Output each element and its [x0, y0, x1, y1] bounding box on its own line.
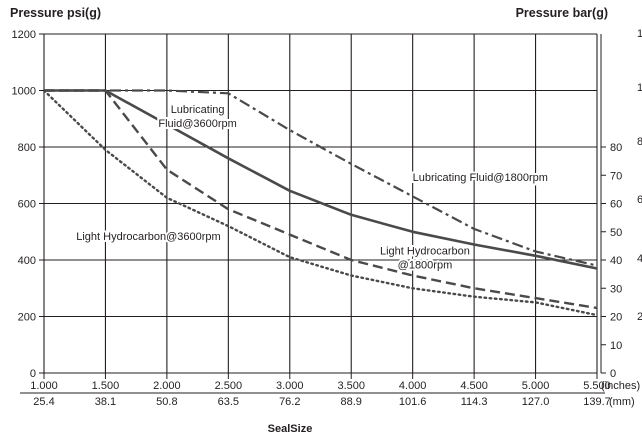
y-far-right-tick-label: 2 — [637, 311, 642, 323]
series-annotation: Light Hydrocarbon@3600rpm — [76, 231, 220, 243]
series-annotation: Light Hydrocarbon — [380, 245, 470, 257]
series-line-solid — [44, 89, 598, 270]
x-tick-label-mm: 38.1 — [95, 396, 116, 408]
x-tick-label-inches: 3.000 — [276, 380, 304, 392]
series-lines — [42, 89, 599, 317]
y-right-tick-label: 10 — [610, 340, 622, 352]
x-tick-label-inches: 2.000 — [153, 380, 181, 392]
y-right-tick-label: 30 — [610, 283, 622, 295]
x-tick-label-mm: 139.7 — [583, 396, 611, 408]
y-right-tick-label: 0 — [610, 368, 616, 380]
y-right-title: Pressure bar(g) — [516, 6, 608, 20]
x-tick-label-inches: 5.500 — [583, 380, 611, 392]
x-tick-label-mm: 63.5 — [218, 396, 239, 408]
x-tick-label-mm: 88.9 — [341, 396, 362, 408]
y-left-tick-label: 1200 — [12, 29, 36, 41]
x-tick-label-mm: 101.6 — [399, 396, 427, 408]
y-left-tick-label: 400 — [18, 255, 36, 267]
series-annotation: Lubricating — [171, 104, 225, 116]
y-far-right-tick-label: 8 — [637, 136, 642, 148]
x-tick-label-inches: 4.500 — [460, 380, 488, 392]
series-annotation: Fluid@3600rpm — [158, 118, 236, 130]
axis-ticks: 0200400600800100012001.00025.41.50038.12… — [12, 28, 642, 408]
y-right-tick-label: 60 — [610, 199, 622, 211]
y-right-tick-label: 70 — [610, 170, 622, 182]
y-left-tick-label: 1000 — [12, 86, 36, 98]
y-right-tick-label: 40 — [610, 255, 622, 267]
x-tick-label-mm: 127.0 — [522, 396, 550, 408]
series-annotations: Lubricating Fluid@3600rpm Lubricating Flui… — [74, 102, 550, 273]
series-line-dotted — [42, 89, 599, 317]
series-annotation: @1800rpm — [398, 259, 453, 271]
y-left-tick-label: 800 — [18, 142, 36, 154]
y-left-tick-label: 200 — [18, 312, 36, 324]
y-left-tick-label: 0 — [30, 368, 36, 380]
x-tick-label-mm: 114.3 — [461, 396, 488, 408]
series-line-dashdot — [44, 89, 598, 267]
x-tick-label-inches: 5.000 — [522, 380, 550, 392]
x-tick-label-inches: 3.500 — [337, 380, 365, 392]
x-unit-mm: (mm) — [609, 396, 635, 408]
y-right-tick-label: 50 — [610, 227, 622, 239]
y-far-right-tick-label: 10 — [637, 82, 642, 94]
y-far-right-tick-label: 6 — [637, 194, 642, 206]
x-tick-label-inches: 1.000 — [30, 380, 58, 392]
y-right-tick-label: 20 — [610, 312, 622, 324]
x-tick-label-mm: 76.2 — [279, 396, 300, 408]
x-tick-label-mm: 50.8 — [156, 396, 177, 408]
y-far-right-tick-label: 12 — [637, 28, 642, 40]
y-far-right-tick-label: 4 — [637, 253, 642, 265]
x-tick-label-inches: 4.000 — [399, 380, 427, 392]
y-left-tick-label: 600 — [18, 199, 36, 211]
y-right-tick-label: 80 — [610, 142, 622, 154]
x-tick-label-mm: 25.4 — [33, 396, 54, 408]
series-annotation: Lubricating Fluid@1800rpm — [413, 172, 548, 184]
x-unit-inches: (inches) — [601, 380, 640, 392]
series-line-dashed — [44, 89, 598, 310]
x-tick-label-inches: 2.500 — [215, 380, 243, 392]
x-tick-label-inches: 1.500 — [92, 380, 120, 392]
y-left-title: Pressure psi(g) — [10, 6, 101, 20]
x-axis-title: SealSize — [268, 423, 313, 435]
